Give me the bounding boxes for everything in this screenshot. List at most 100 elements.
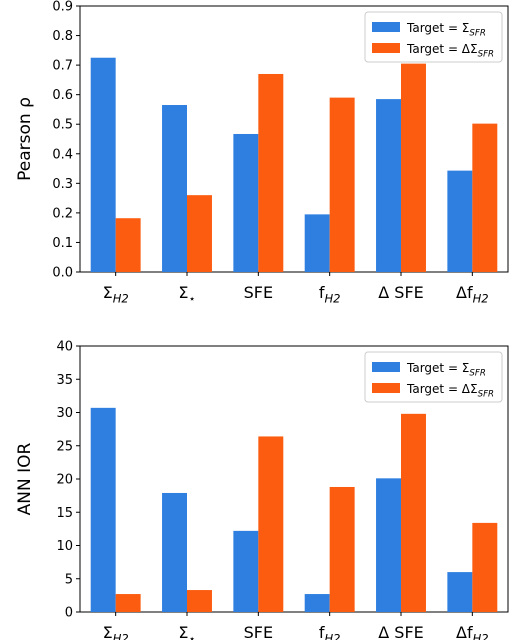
panel-bottom-bar-series1-1 [162,492,187,612]
panel-top-legend-label-1: Target = ΣSFR [406,21,486,38]
panel-top-xtick-label-main: f [319,283,325,302]
panel-top-legend-label-2: Target = ΔΣSFR [406,42,494,59]
panel-bottom-xtick-label-sub: H2 [113,631,129,640]
panel-bottom-xtick-label: fH2 [319,623,341,640]
panel-top-xtick-label-main: Σ [178,283,188,302]
panel-top-xtick-label-sub: H2 [324,291,340,305]
panel-top-xtick-label-main: SFE [244,283,273,302]
panel-bottom-xtick-label-sub: ⋆ [188,631,195,640]
panel-top-ytick-label: 0.8 [52,29,73,44]
panel-bottom-ytick-label: 40 [56,340,73,355]
panel-bottom-bar-series1-0 [90,407,116,612]
panel-top-xtick-label-sub: H2 [113,291,129,305]
panel-bottom-xtick-label: SFE [244,623,273,640]
panel-bottom-xtick-label-main: Δ SFE [378,623,424,640]
panel-top-xtick-label: ΔfH2 [456,283,489,305]
panel-bottom-legend-label-1-sub: SFR [469,368,485,378]
panel-bottom-legend-label-2: Target = ΔΣSFR [406,382,494,399]
panel-top-bar-series1-5 [447,170,473,272]
panel-top-xtick-label: ΣH2 [103,283,129,305]
panel-bottom-legend-label-2-sub: SFR [478,389,494,399]
panel-top-xtick-label-main: Δf [456,283,473,302]
panel-bottom-ytick-label: 15 [56,506,73,521]
panel-top-chart: 0.0 0.1 0.2 0.3 0.4 0.5 0.6 0.7 0.8 0.9 Pearson ρ Σ… [15,0,509,305]
panel-top-bar-series2-2 [258,73,284,272]
panel-top-xtick-label-sub: H2 [473,291,489,305]
panel-bottom-bar-series2-2 [258,436,284,612]
panel-top-bar-series2-1 [187,195,212,272]
panel-bottom-bar-series2-1 [187,590,212,612]
panel-bottom-xtick-label-main: f [319,623,325,640]
panel-bottom-xtick-label-main: Σ [178,623,188,640]
panel-top-bar-series1-2 [233,133,259,272]
panel-bottom-ytick-label: 10 [56,539,73,554]
panel-top-bar-series2-3 [329,97,355,272]
panel-top-legend-label-1-sub: SFR [469,28,485,38]
panel-bottom-xtick-label: ΔfH2 [456,623,489,640]
panel-top-ytick-label: 0.7 [52,59,73,74]
panel-bottom-legend-label-1-main: Target = Σ [406,361,469,375]
panel-top-ytick-label: 0.1 [52,236,73,251]
panel-top-legend-label-2-main: Target = ΔΣ [406,42,478,56]
panel-bottom-bar-series2-4 [401,413,426,612]
panel-top-xtick-label-sub: ⋆ [188,291,195,305]
panel-bottom-bar-series1-3 [304,594,330,612]
panel-top-xtick-label: fH2 [319,283,341,305]
panel-bottom-xtick-label: Σ⋆ [178,623,195,640]
panel-top-legend-swatch-1 [372,22,400,32]
panel-bottom-xtick-label-main: SFE [244,623,273,640]
panel-bottom-ytick-label: 5 [65,572,73,587]
panel-top-ytick-label: 0.5 [52,118,73,133]
panel-bottom-xtick-label-main: Σ [103,623,113,640]
panel-top-xtick-label-main: Δ SFE [378,283,424,302]
panel-top-ytick-label: 0.6 [52,88,73,103]
panel-bottom-ytick-label: 25 [56,439,73,454]
panel-bottom-legend-swatch-1 [372,362,400,372]
panel-bottom-ytick-label: 35 [56,373,73,388]
panel-top-xtick-label: SFE [244,283,273,302]
panel-top-legend-label-1-main: Target = Σ [406,21,469,35]
panel-top-bar-series1-0 [90,57,116,272]
panel-top-xtick-label-main: Σ [103,283,113,302]
panel-bottom-xtick-label-main: Δf [456,623,473,640]
panel-bottom-legend-label-1: Target = ΣSFR [406,361,486,378]
panel-top-ytick-label: 0.4 [52,147,73,162]
panel-bottom-bar-series2-3 [329,486,355,612]
panel-top-ytick-label: 0.9 [52,0,73,15]
panel-bottom-xtick-label-sub: H2 [324,631,340,640]
panel-top-bar-series1-4 [376,99,401,272]
panel-bottom-bar-series1-5 [447,572,473,612]
panel-top-y-axis-label: Pearson ρ [15,97,35,181]
panel-bottom-xtick-label-sub: H2 [473,631,489,640]
panel-top-legend-label-2-sub: SFR [478,49,494,59]
panel-bottom-bar-series2-0 [115,594,141,612]
panel-bottom-bar-series1-2 [233,530,259,612]
panel-top-xtick-label: Σ⋆ [178,283,195,305]
panel-top-legend-swatch-2 [372,43,400,53]
panel-top-axes-frame [79,5,509,273]
panel-top-xtick-label: Δ SFE [378,283,424,302]
panel-bottom-xtick-label: ΣH2 [103,623,129,640]
panel-bottom-ytick-label: 30 [56,406,73,421]
panel-top-ytick-label: 0.3 [52,177,73,192]
panel-top-ytick-label: 0.0 [52,266,73,281]
panel-bottom-bar-series2-5 [472,522,498,612]
panel-bottom-legend-swatch-2 [372,383,400,393]
panel-bottom-legend-label-2-main: Target = ΔΣ [406,382,478,396]
panel-top-bar-series2-4 [401,63,426,273]
panel-top-bar-series2-0 [115,218,141,272]
panel-bottom-ytick-label: 20 [56,473,73,488]
panel-bottom-xtick-label: Δ SFE [378,623,424,640]
panel-top-bar-series2-5 [472,123,498,273]
panel-top-bar-series1-3 [304,214,330,272]
panel-bottom-bar-series1-4 [376,478,401,612]
panel-bottom-y-axis-label: ANN IOR [15,442,35,515]
panel-top-bar-series1-1 [162,105,187,272]
panel-bottom-ytick-label: 0 [65,606,73,621]
panel-top-ytick-label: 0.2 [52,206,73,221]
